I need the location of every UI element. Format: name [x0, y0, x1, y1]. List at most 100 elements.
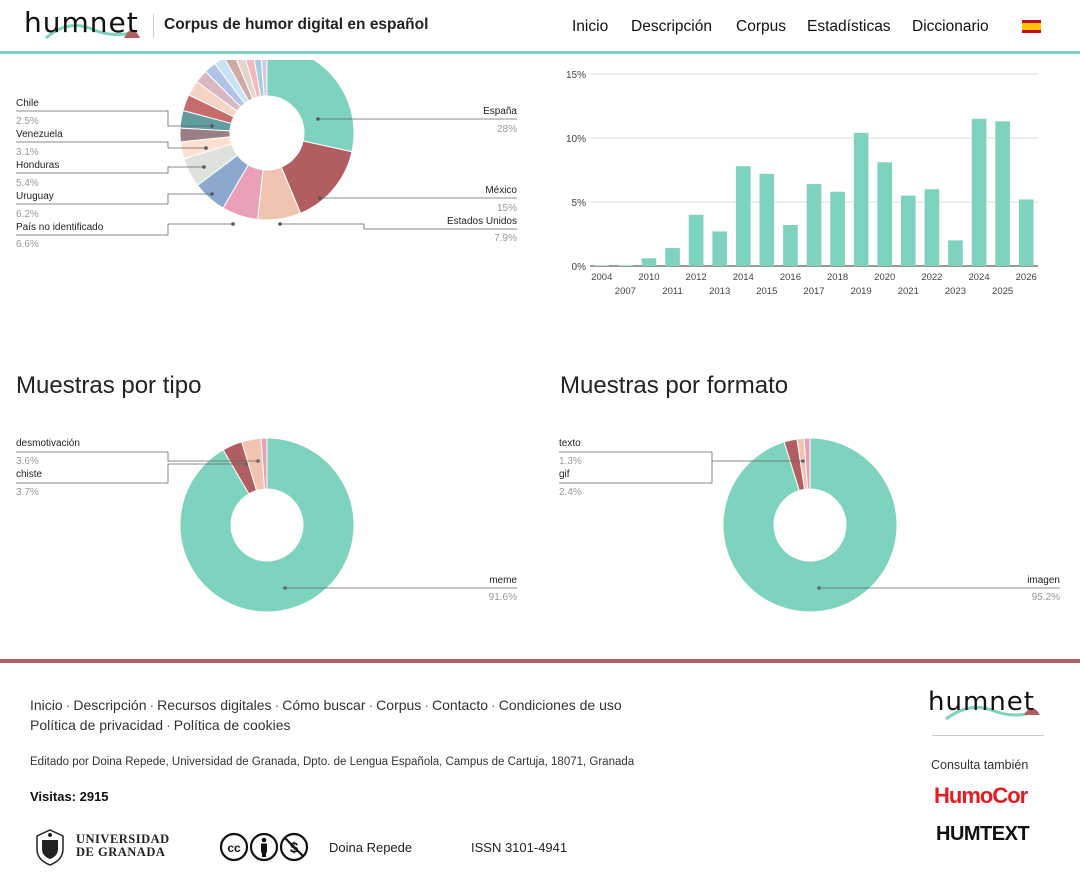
nav-corpus[interactable]: Corpus — [736, 18, 786, 35]
footer-links-row-2: Política de privacidad · Política de cooki… — [30, 717, 290, 733]
creative-commons-icon[interactable]: cc $ — [220, 831, 312, 863]
label-espana: España — [483, 106, 517, 117]
type-pie-chart: desmotivación 3.6% chiste 3.7% meme 91.6… — [16, 437, 517, 613]
bar-2022[interactable] — [924, 189, 940, 266]
x-tick-label: 2015 — [756, 286, 777, 297]
label-gif: gif — [559, 469, 570, 480]
bar-2012[interactable] — [688, 214, 704, 266]
bar-2023[interactable] — [948, 240, 963, 266]
ugr-logo[interactable]: UNIVERSIDAD DE GRANADA — [30, 827, 170, 867]
separator: · — [424, 697, 429, 713]
issn: ISSN 3101-4941 — [471, 840, 568, 855]
leader-dot — [278, 222, 282, 226]
year-bar-chart: 0%5%10%15% 20042007201020112012201320142… — [566, 70, 1038, 297]
footer-logo-mark — [945, 705, 1040, 721]
nav-estadisticas[interactable]: Estadísticas — [807, 18, 891, 35]
x-tick-label: 2025 — [992, 286, 1013, 297]
leader-dot-imagen — [817, 586, 821, 590]
humocor-logo[interactable]: HumoCor — [934, 783, 1028, 808]
svg-text:cc: cc — [227, 841, 241, 855]
label-mexico: México — [485, 185, 517, 196]
x-tick-label: 2026 — [1016, 272, 1037, 283]
x-tick-label: 2020 — [874, 272, 895, 283]
leader-dot — [210, 192, 214, 196]
footer-link-descripcion[interactable]: Descripción — [73, 697, 147, 713]
header-divider — [153, 14, 154, 38]
footer-link-recursos[interactable]: Recursos digitales — [157, 697, 272, 713]
bar-2016[interactable] — [783, 225, 798, 266]
bar-2025[interactable] — [995, 121, 1010, 266]
leader-line — [16, 110, 212, 127]
pct-mexico: 15% — [497, 203, 517, 214]
bar-2007[interactable] — [618, 265, 633, 266]
bar-2004[interactable] — [594, 265, 610, 266]
footer-link-condiciones[interactable]: Condiciones de uso — [498, 697, 622, 713]
nav-inicio[interactable]: Inicio — [572, 18, 609, 35]
label-imagen: imagen — [1027, 575, 1060, 586]
x-tick-label: 2007 — [615, 286, 636, 297]
x-tick-label: 2023 — [945, 286, 966, 297]
bar-2014[interactable] — [735, 166, 751, 266]
footer-link-corpus[interactable]: Corpus — [376, 697, 422, 713]
bar-2024[interactable] — [971, 118, 987, 266]
site-footer: Inicio · Descripción · Recursos digitales · Có… — [0, 659, 1080, 887]
country-pie-slices — [179, 60, 355, 221]
pct-uruguay: 6.2% — [16, 209, 39, 220]
footer-link-cookies[interactable]: Política de cookies — [173, 717, 291, 733]
footer-logo-text: humnet — [928, 687, 1035, 717]
pie-slice-other-18[interactable] — [260, 60, 268, 97]
ugr-line-2: DE GRANADA — [76, 845, 166, 859]
pie-slice-meme[interactable] — [179, 437, 355, 613]
pct-meme: 91.6% — [489, 592, 517, 603]
x-tick-label: 2011 — [662, 286, 682, 297]
separator: · — [368, 697, 374, 713]
type-section-title: Muestras por tipo — [16, 372, 202, 399]
spain-flag-icon[interactable] — [1022, 20, 1041, 33]
leader-dot — [202, 165, 206, 169]
bar-2018[interactable] — [830, 191, 845, 266]
label-chile: Chile — [16, 98, 39, 109]
bar-2021[interactable] — [901, 195, 916, 266]
nav-diccionario[interactable]: Diccionario — [912, 18, 989, 35]
leader-dot-texto — [801, 459, 805, 463]
footer-links-row-1: Inicio · Descripción · Recursos digitales · Có… — [30, 697, 622, 713]
bar-2020[interactable] — [877, 162, 893, 266]
leader-dot — [210, 124, 214, 128]
logo-text: humnet — [24, 6, 139, 39]
footer-link-privacidad[interactable]: Política de privacidad — [30, 717, 164, 733]
pie-slice-imagen[interactable] — [722, 437, 898, 613]
pct-desmotivacion: 3.6% — [16, 456, 39, 467]
x-tick-label: 2018 — [827, 272, 848, 283]
pct-venezuela: 3.1% — [16, 147, 39, 158]
humtext-logo[interactable]: HUMTEXT — [936, 823, 1030, 845]
x-tick-label: 2024 — [968, 272, 989, 283]
humnet-logo[interactable]: humnet — [24, 6, 146, 44]
pie-slice-other-3[interactable] — [803, 437, 811, 490]
bar-2026[interactable] — [1018, 199, 1034, 266]
x-tick-label: 2012 — [686, 272, 707, 283]
humnet-logo-mark — [45, 24, 140, 40]
bar-2019[interactable] — [853, 132, 869, 266]
bar-2011[interactable] — [665, 248, 680, 266]
pct-chile: 2.5% — [16, 116, 39, 127]
leader-dot-chiste — [244, 462, 248, 466]
nav-descripcion[interactable]: Descripción — [631, 18, 712, 35]
footer-humnet-logo[interactable]: humnet — [928, 687, 1048, 725]
format-pie-slices — [722, 437, 898, 613]
footer-link-contacto[interactable]: Contacto — [431, 697, 489, 713]
footer-link-inicio[interactable]: Inicio — [30, 697, 63, 713]
pie-slice-españa[interactable] — [266, 60, 355, 153]
label-estados-unidos: Estados Unidos — [447, 216, 517, 227]
bar-2015[interactable] — [759, 173, 775, 266]
bar-2017[interactable] — [806, 184, 822, 266]
label-texto: texto — [559, 438, 581, 449]
pie-slice-other-3[interactable] — [260, 437, 268, 490]
ugr-line-1: UNIVERSIDAD — [76, 832, 170, 846]
footer-link-como-buscar[interactable]: Cómo buscar — [282, 697, 366, 713]
bar-2013[interactable] — [712, 231, 727, 266]
x-tick-label: 2017 — [803, 286, 824, 297]
bar-2010[interactable] — [641, 258, 657, 266]
leader-line — [16, 193, 212, 205]
pct-no-identificado: 6.6% — [16, 239, 39, 250]
